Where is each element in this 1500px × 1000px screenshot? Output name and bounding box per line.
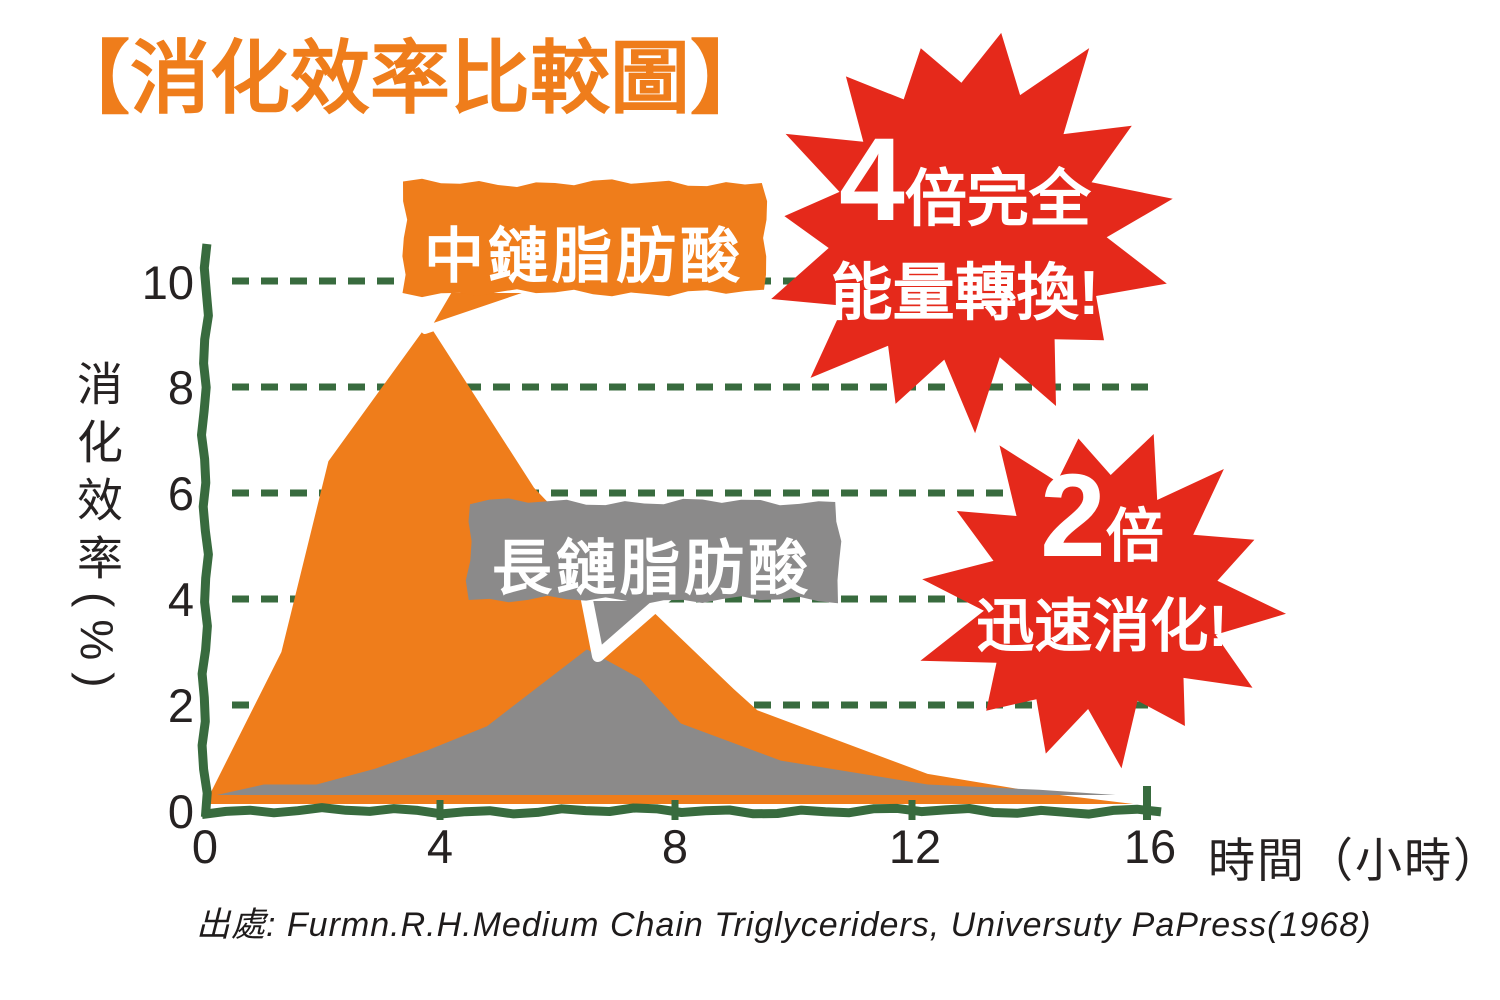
source-citation: 出處: Furmn.R.H.Medium Chain Triglycerider… [196,906,1372,944]
badge-4x-energy: 4 倍完全 能量轉換! [830,114,1100,332]
callout-mcfa-box [402,178,768,298]
x-tick-16: 16 [1123,820,1177,873]
x-tick-12: 12 [888,820,942,873]
y-tick-6: 6 [167,467,194,520]
y-tick-4: 4 [167,573,194,626]
badge-4x-number: 4 [839,114,905,246]
starburst-4x [771,32,1173,434]
x-tick-0: 0 [191,820,219,873]
badge-4x-line1: 4 倍完全 [831,114,1100,246]
y-tick-0: 0 [167,785,194,838]
badge-2x-line1: 2 倍 [976,450,1227,582]
y-axis-line [197,243,213,818]
callout-lcfa-label: 長鏈脂肪酸 [492,535,812,602]
x-axis-label: 時間（小時） [1208,834,1500,887]
y-tick-2: 2 [167,679,194,732]
y-tick-8: 8 [167,361,194,414]
badge-2x-suffix: 倍 [1105,504,1164,569]
badge-4x-suffix: 倍完全 [904,165,1091,234]
badge-2x-number: 2 [1040,450,1106,582]
callout-mcfa-tail [421,285,550,334]
starburst-2x [920,434,1286,769]
x-tick-8: 8 [661,820,689,873]
badge-2x-line2: 迅速消化! [976,594,1228,659]
area-lcfa [216,649,1116,795]
callout-mcfa-label: 中鏈脂肪酸 [424,223,744,290]
badge-4x-line2: 能量轉換! [830,259,1100,328]
area-mcfa [205,323,1134,804]
y-axis-label: 消化效率(%) [71,360,123,700]
x-tick-4: 4 [426,820,454,873]
callout-lcfa-box [465,498,842,605]
page-title: 【消化效率比較圖】 [50,34,770,123]
y-tick-10: 10 [141,256,194,309]
x-axis-line [201,803,1162,819]
badge-2x-digestion: 2 倍 迅速消化! [976,450,1228,663]
